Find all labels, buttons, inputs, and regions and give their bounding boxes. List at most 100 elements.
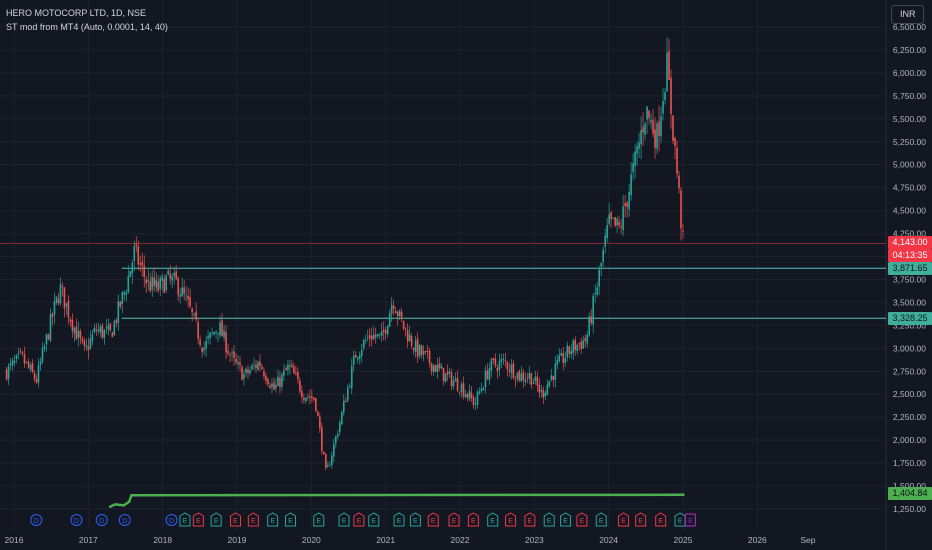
earnings-marker[interactable]: E (576, 512, 588, 527)
candle-body (267, 379, 269, 385)
candle-body (323, 451, 325, 455)
earnings-marker-shape (353, 512, 365, 527)
event-marker-label: E (658, 518, 663, 525)
candle-body (346, 387, 349, 401)
earnings-marker[interactable]: E (560, 512, 572, 527)
candle-body (632, 163, 634, 172)
candle-body (159, 278, 162, 289)
candle-body (512, 363, 515, 379)
earnings-marker[interactable]: E (409, 512, 421, 527)
candle-body (424, 350, 427, 352)
earnings-marker[interactable]: E (467, 512, 479, 527)
earnings-marker[interactable]: E (618, 512, 630, 527)
candle-body (550, 375, 553, 381)
earnings-marker[interactable]: E (353, 512, 365, 527)
event-marker-label: E (431, 518, 436, 525)
earnings-marker[interactable]: E (524, 512, 536, 527)
dividend-marker-circle (165, 514, 178, 526)
candle-body (331, 455, 333, 466)
candle-body (562, 353, 565, 363)
price-axis-tick-label: 2,500.00 (893, 389, 926, 399)
price-axis-tick-label: 4,500.00 (893, 206, 926, 216)
candle-body (350, 365, 353, 389)
candle-body (277, 376, 279, 386)
candle-body (502, 358, 505, 360)
candle-body (23, 354, 26, 364)
candle-body (69, 319, 72, 322)
earnings-marker[interactable]: E (285, 512, 297, 527)
earnings-marker[interactable]: E (684, 513, 697, 527)
candle-body (642, 127, 644, 133)
candle-body (608, 214, 610, 224)
candle-body (145, 279, 148, 284)
earnings-marker[interactable]: E (179, 512, 191, 527)
symbol-title[interactable]: HERO MOTOCORP LTD, 1D, NSE (6, 8, 147, 18)
candle-body (193, 313, 195, 315)
dividend-marker[interactable]: D (70, 514, 83, 526)
earnings-marker[interactable]: E (635, 512, 647, 527)
candle-body (29, 365, 32, 370)
earnings-marker[interactable]: E (448, 512, 460, 527)
time-axis[interactable]: 2016 2017 2018 2019 2020 2021 2022 2023 2024 2025… (5, 535, 816, 545)
earnings-marker[interactable]: E (368, 512, 380, 527)
candle-body (434, 365, 437, 373)
earnings-marker[interactable]: E (192, 512, 204, 527)
dividend-marker[interactable]: D (30, 514, 43, 526)
earnings-marker[interactable]: E (230, 512, 242, 527)
earnings-marker[interactable]: E (543, 512, 555, 527)
earnings-marker[interactable]: E (210, 512, 222, 527)
candle-body (626, 202, 628, 207)
indicator-title[interactable]: ST mod from MT4 (Auto, 0.0001, 14, 40) (6, 22, 168, 32)
earnings-marker[interactable]: E (595, 512, 607, 527)
candle-body (157, 281, 160, 291)
currency-button[interactable]: INR (891, 5, 924, 24)
candle-body (372, 334, 375, 339)
candle-body (235, 358, 237, 363)
candle-body (25, 361, 28, 363)
countdown-label: 04:13:35 (888, 249, 932, 262)
earnings-marker-shape (595, 512, 607, 527)
earnings-marker[interactable]: E (487, 512, 499, 527)
candle-body (271, 383, 273, 388)
dividend-marker[interactable]: D (95, 514, 108, 526)
earnings-marker[interactable]: E (505, 512, 517, 527)
candle-body (311, 396, 313, 399)
price-axis-tick-label: 5,500.00 (893, 114, 926, 124)
candle-body (624, 203, 626, 207)
event-marker-label: D (169, 518, 174, 525)
earnings-marker[interactable]: E (674, 512, 686, 527)
candle-body (520, 373, 523, 382)
candle-body (444, 373, 447, 383)
earnings-marker[interactable]: E (655, 512, 667, 527)
candle-body (195, 311, 197, 320)
earnings-marker[interactable]: E (338, 512, 350, 527)
candle-body (392, 305, 395, 309)
candle-body (534, 376, 537, 381)
dividend-marker[interactable]: D (118, 514, 131, 526)
earnings-marker[interactable]: E (393, 512, 405, 527)
event-marker-label: E (580, 518, 585, 525)
event-marker-label: E (371, 518, 376, 525)
candle-body (45, 334, 48, 345)
candle-body (566, 345, 569, 358)
earnings-marker[interactable]: E (247, 512, 259, 527)
price-axis-tick-label: 3,750.00 (893, 274, 926, 284)
candle-body (536, 376, 539, 386)
earnings-marker[interactable]: E (267, 512, 279, 527)
candle-body (151, 277, 154, 290)
event-marker-label: E (563, 518, 568, 525)
candle-body (628, 191, 630, 210)
candle-body (494, 358, 497, 366)
time-axis-tick-label: 2022 (451, 535, 470, 545)
dividend-marker[interactable]: D (165, 514, 178, 526)
candle-body (27, 361, 30, 368)
earnings-marker[interactable]: E (313, 512, 325, 527)
event-marker-label: D (122, 518, 127, 525)
candle-body (229, 354, 231, 356)
candle-body (406, 330, 409, 342)
candle-body (606, 225, 608, 238)
candle-body (257, 362, 259, 370)
earnings-marker[interactable]: E (427, 512, 439, 527)
